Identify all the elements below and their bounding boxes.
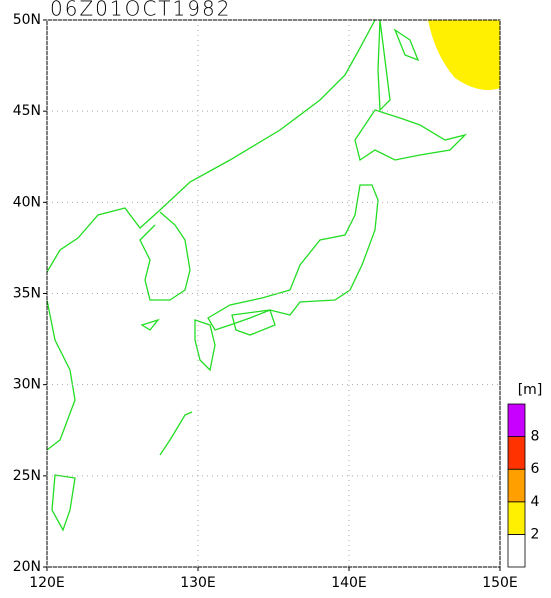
colorbar-box [507,501,526,535]
colorbar-label: 8 [531,429,540,445]
wave-area [428,20,500,91]
lat-label: 30N [13,377,41,393]
lat-label: 40N [13,194,41,210]
colorbar-box [507,534,526,568]
coastline [46,19,468,532]
colorbar-box [507,436,526,470]
colorbar-box [507,403,526,437]
map-title: 06Z01OCT1982 [50,0,231,21]
lon-label: 140E [331,575,367,591]
lon-label: 120E [29,575,65,591]
lat-label: 25N [13,468,41,484]
colorbar-unit: [m] [518,382,543,398]
colorbar-label: 6 [531,461,540,477]
lat-label: 35N [13,286,41,302]
lat-label: 50N [13,12,41,28]
colorbar-label: 4 [531,494,540,510]
lon-label: 130E [180,575,216,591]
lat-label: 45N [13,103,41,119]
colorbar-label: 2 [531,526,540,542]
lon-label: 150E [482,575,518,591]
colorbar-box [507,468,526,503]
lat-label: 20N [13,559,41,575]
